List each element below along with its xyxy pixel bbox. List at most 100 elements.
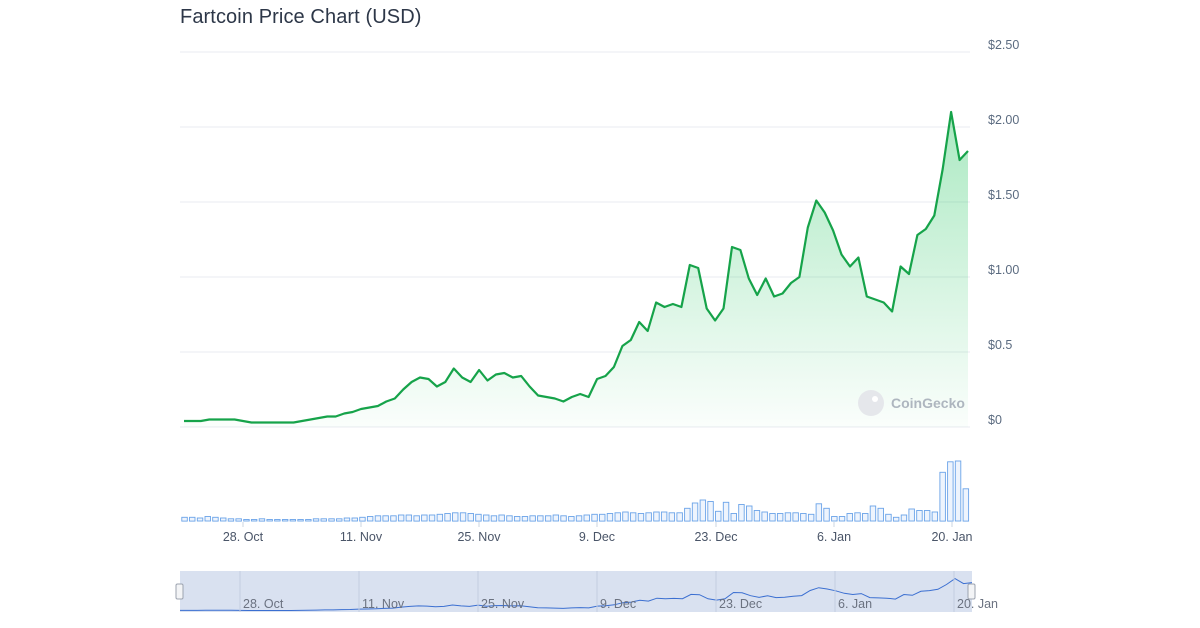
volume-bar bbox=[506, 515, 513, 522]
volume-bar bbox=[599, 513, 606, 522]
volume-bar bbox=[220, 517, 227, 522]
volume-bar bbox=[916, 510, 923, 522]
volume-bar bbox=[428, 514, 436, 522]
volume-bar bbox=[196, 517, 204, 522]
volume-bar bbox=[359, 516, 366, 522]
x-tick-label: 20. Jan bbox=[931, 530, 972, 544]
chart-title: Fartcoin Price Chart (USD) bbox=[180, 6, 422, 28]
navigator-tick-label: 6. Jan bbox=[838, 597, 872, 611]
volume-bar bbox=[838, 516, 846, 522]
volume-bar bbox=[699, 499, 707, 522]
volume-bar bbox=[529, 515, 536, 522]
volume-bar bbox=[954, 460, 962, 522]
volume-bar bbox=[444, 513, 451, 522]
volume-bar bbox=[962, 488, 970, 522]
navigator-line bbox=[180, 578, 973, 611]
volume-bar bbox=[722, 501, 730, 522]
volume-bar bbox=[800, 513, 807, 522]
range-navigator[interactable]: 28. Oct 11. Nov 25. Nov 9. Dec 23. Dec 6. Jan… bbox=[175, 571, 998, 612]
volume-bar bbox=[761, 511, 768, 522]
volume-bar bbox=[660, 511, 668, 522]
volume-bar bbox=[258, 518, 266, 522]
volume-bar bbox=[815, 503, 823, 522]
navigator-selection[interactable] bbox=[180, 571, 972, 612]
x-tick-label: 11. Nov bbox=[340, 530, 383, 544]
volume-bar bbox=[289, 519, 297, 522]
volume-bar bbox=[397, 514, 405, 522]
y-tick-label: $0.5 bbox=[988, 338, 1012, 352]
price-line[interactable] bbox=[184, 110, 969, 424]
volume-bar bbox=[854, 512, 861, 522]
volume-bar bbox=[374, 515, 382, 522]
y-tick-label: $1.00 bbox=[988, 263, 1019, 277]
volume-bar bbox=[413, 515, 420, 522]
navigator-tick-label: 25. Nov bbox=[481, 597, 525, 611]
volume-bar bbox=[869, 505, 877, 522]
volume-bar bbox=[877, 507, 884, 522]
volume-bar bbox=[305, 519, 312, 522]
navigator-ticks: 28. Oct 11. Nov 25. Nov 9. Dec 23. Dec 6. Jan… bbox=[239, 571, 998, 612]
volume-bar bbox=[831, 516, 838, 522]
volume-bar bbox=[676, 512, 683, 522]
volume-bar bbox=[769, 513, 776, 522]
volume-bar bbox=[227, 518, 235, 522]
volume-bar bbox=[653, 511, 660, 522]
gecko-logo-icon bbox=[858, 390, 884, 416]
volume-bar bbox=[552, 514, 560, 522]
navigator-left-handle[interactable] bbox=[175, 583, 184, 600]
volume-bar bbox=[521, 516, 529, 522]
volume-bar bbox=[923, 510, 931, 522]
volume-bar bbox=[900, 514, 908, 522]
navigator-right-handle[interactable] bbox=[967, 583, 976, 600]
volume-bar bbox=[336, 518, 343, 522]
volume-bar bbox=[537, 515, 544, 522]
volume-bar bbox=[243, 519, 250, 522]
volume-bar bbox=[614, 512, 621, 522]
volume-bar bbox=[715, 510, 722, 522]
volume-bars bbox=[181, 460, 970, 522]
volume-bar bbox=[823, 507, 830, 522]
volume-bar bbox=[452, 512, 459, 522]
navigator-tick-label: 11. Nov bbox=[362, 597, 405, 611]
volume-bar bbox=[467, 513, 474, 522]
volume-bar bbox=[544, 515, 552, 522]
volume-bar bbox=[274, 519, 281, 522]
volume-bar bbox=[846, 513, 853, 522]
volume-bar bbox=[691, 502, 699, 522]
volume-bar bbox=[351, 517, 358, 522]
y-axis: $0 $0.5 $1.00 $1.50 $2.00 $2.50 bbox=[988, 38, 1019, 427]
volume-bar bbox=[645, 512, 652, 522]
volume-bar bbox=[583, 514, 590, 522]
volume-bar bbox=[320, 518, 327, 522]
volume-bar bbox=[266, 519, 273, 522]
coingecko-watermark: CoinGecko bbox=[858, 390, 965, 416]
volume-bar bbox=[629, 512, 637, 522]
x-axis: 28. Oct 11. Nov 25. Nov 9. Dec 23. Dec 6. Jan… bbox=[223, 522, 973, 544]
volume-bar bbox=[939, 471, 946, 522]
y-tick-label: $2.50 bbox=[988, 38, 1019, 52]
volume-bar bbox=[297, 519, 304, 522]
volume-bar bbox=[405, 514, 413, 522]
volume-bar bbox=[366, 516, 374, 522]
volume-bar bbox=[312, 518, 320, 522]
x-tick-label: 6. Jan bbox=[817, 530, 851, 544]
volume-bar bbox=[947, 461, 954, 522]
navigator-tick-label: 28. Oct bbox=[243, 597, 284, 611]
volume-bar bbox=[753, 510, 761, 522]
volume-bar bbox=[212, 516, 219, 522]
volume-bar bbox=[738, 504, 745, 522]
volume-bar bbox=[436, 513, 444, 522]
volume-bar bbox=[328, 518, 335, 522]
navigator-tick-label: 23. Dec bbox=[719, 597, 762, 611]
volume-bar bbox=[684, 507, 691, 522]
volume-bar bbox=[730, 513, 737, 522]
x-tick-label: 28. Oct bbox=[223, 530, 264, 544]
volume-bar bbox=[792, 512, 799, 522]
volume-bar bbox=[250, 519, 258, 522]
volume-bar bbox=[498, 514, 505, 522]
volume-bar bbox=[235, 518, 242, 522]
volume-bar bbox=[707, 501, 714, 522]
volume-bar bbox=[622, 511, 629, 522]
y-tick-label: $0 bbox=[988, 413, 1002, 427]
